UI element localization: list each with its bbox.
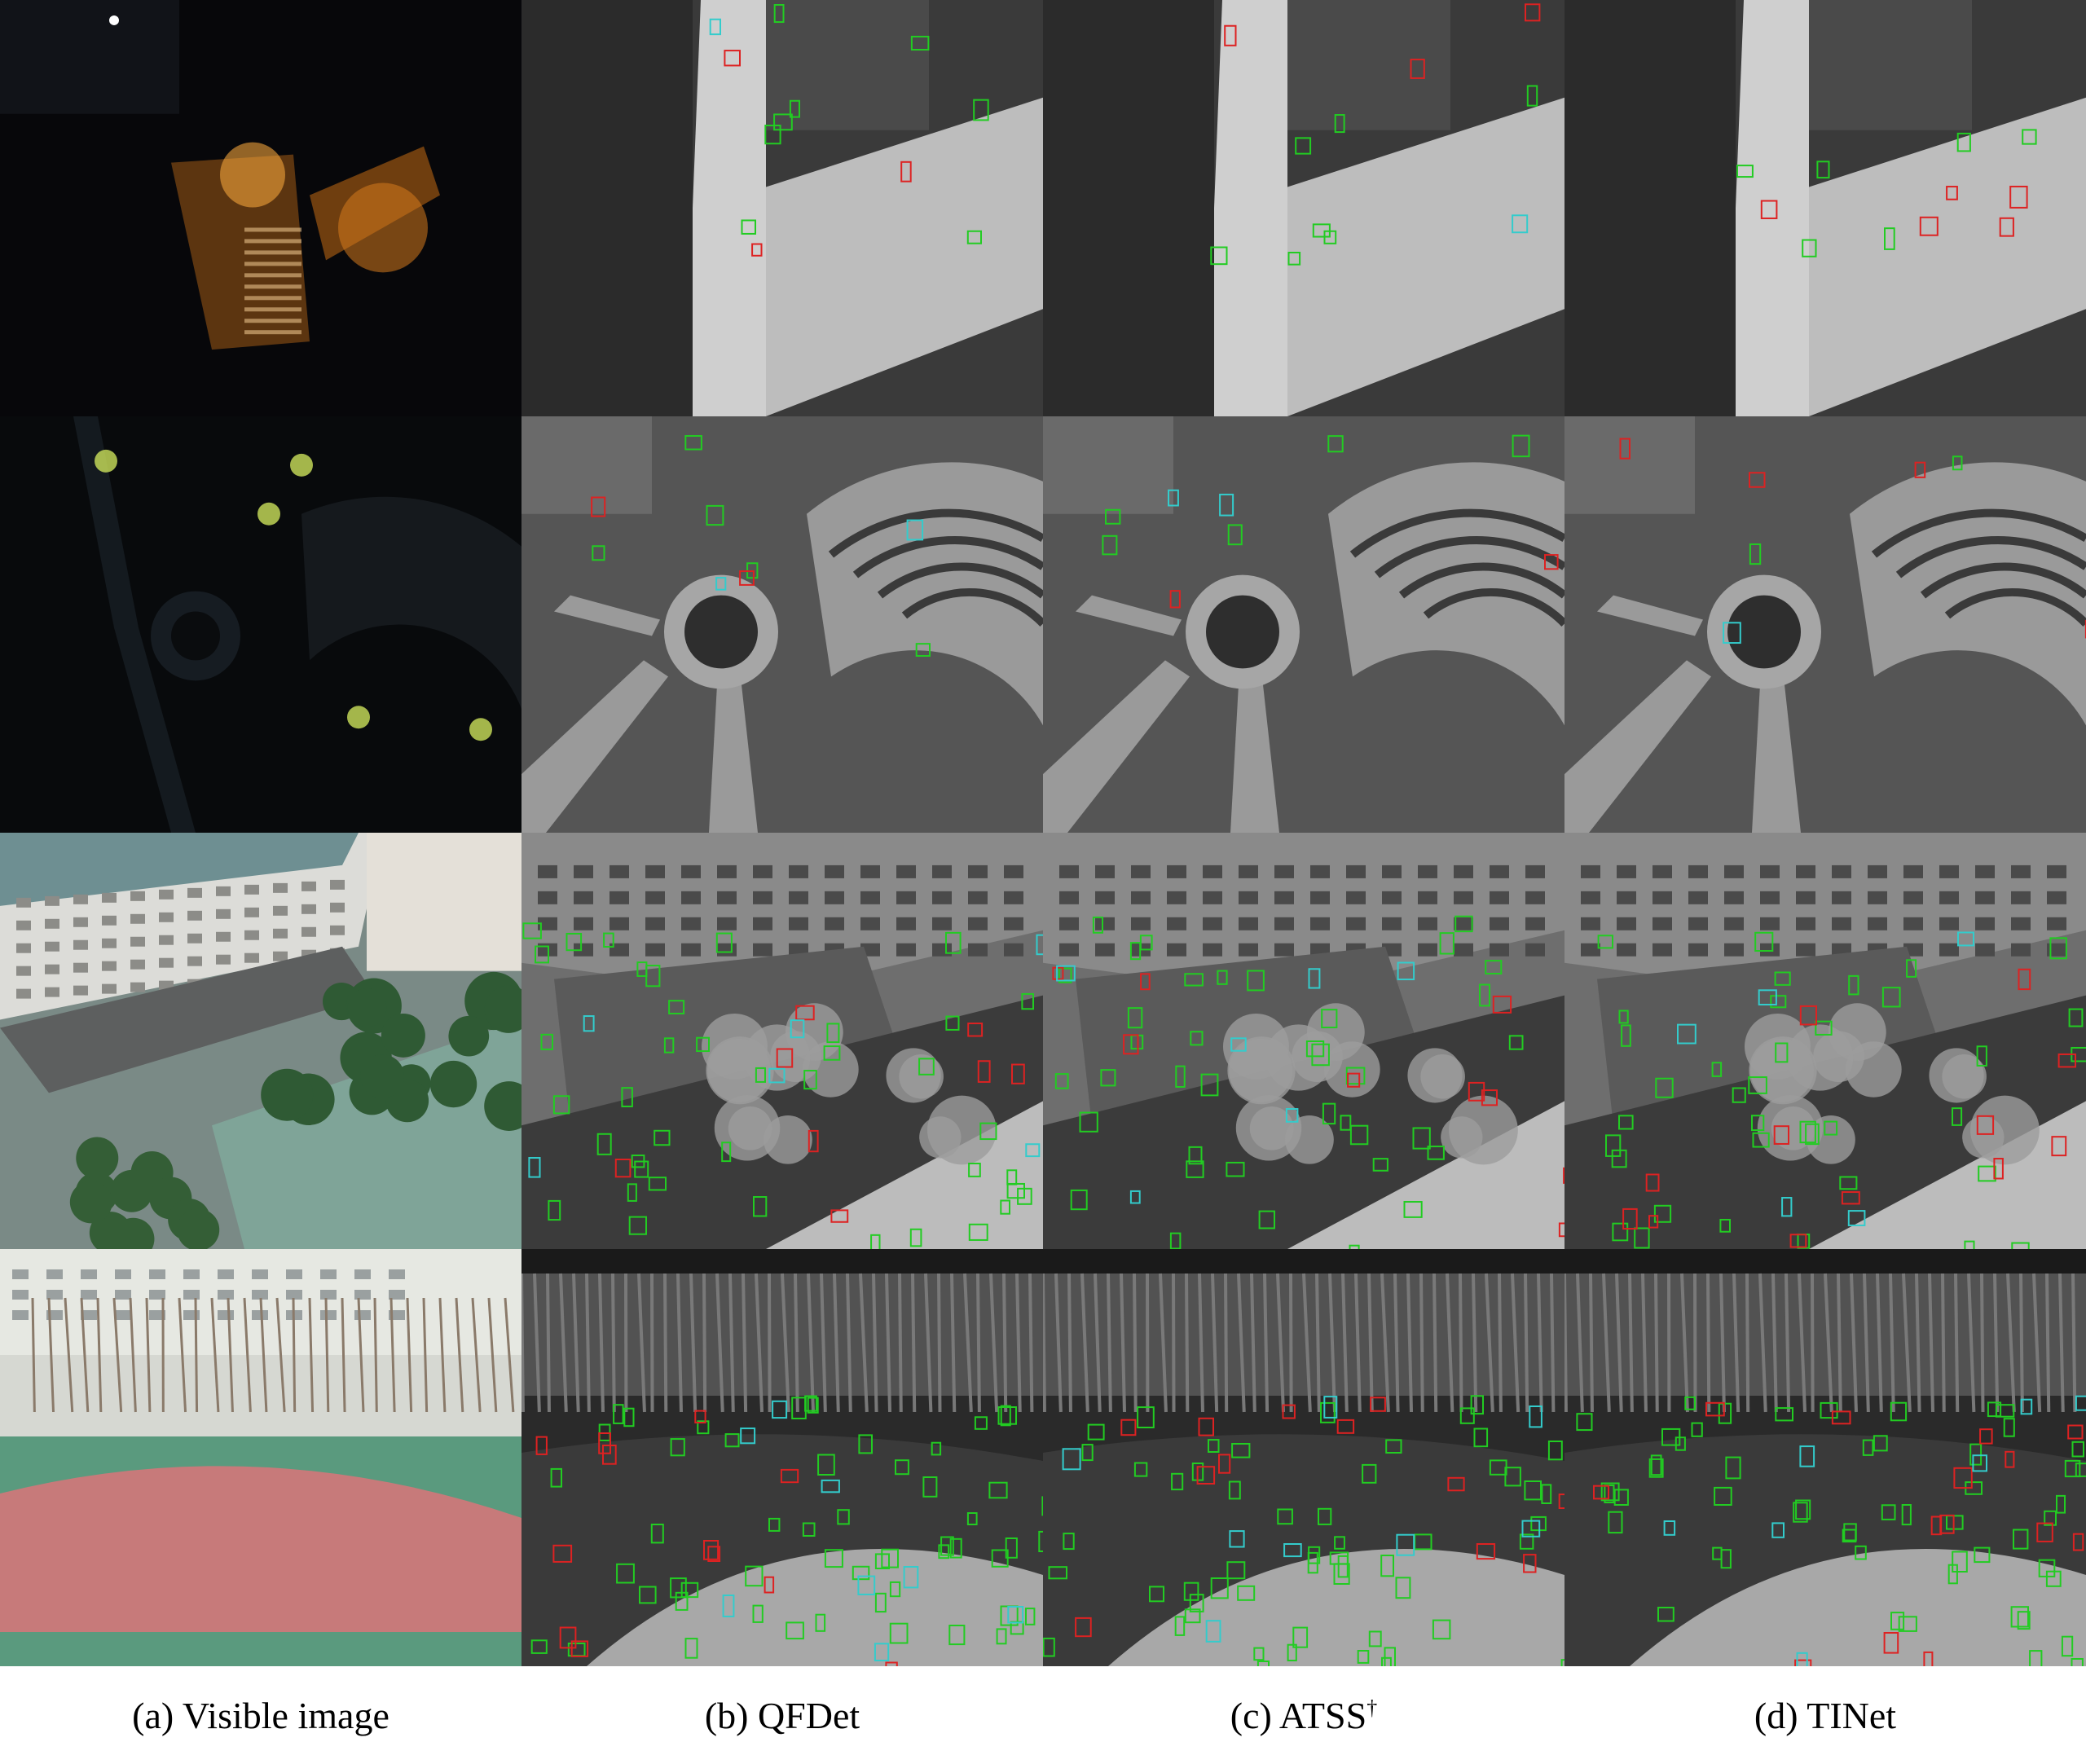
qfdet-image-row-2 — [522, 416, 1043, 833]
visible-image-row-1 — [0, 0, 522, 416]
tinet-image-row-3 — [1564, 833, 2086, 1249]
caption-row: (a) Visible image (b) QFDet (c) ATSS† (d… — [0, 1666, 2086, 1764]
scene-graphic — [0, 416, 522, 833]
scene-graphic — [1564, 0, 2086, 416]
scene-graphic — [522, 1249, 1043, 1666]
scene-graphic — [522, 416, 1043, 833]
scene-graphic — [0, 1249, 522, 1666]
tinet-image-row-4 — [1564, 1249, 2086, 1666]
figure-grid — [0, 0, 2086, 1666]
caption-visible-image: (a) Visible image — [132, 1695, 389, 1736]
tinet-image-row-2 — [1564, 416, 2086, 833]
visible-image-row-4 — [0, 1249, 522, 1666]
caption-tinet: (d) TINet — [1754, 1695, 1897, 1736]
scene-graphic — [522, 833, 1043, 1249]
tinet-image-row-1 — [1564, 0, 2086, 416]
scene-graphic — [1564, 1249, 2086, 1666]
scene-graphic — [1043, 416, 1564, 833]
visible-image-row-2 — [0, 416, 522, 833]
scene-graphic — [1043, 1249, 1564, 1666]
qfdet-image-row-4 — [522, 1249, 1043, 1666]
scene-graphic — [0, 833, 522, 1249]
scene-graphic — [1564, 416, 2086, 833]
scene-graphic — [1564, 833, 2086, 1249]
atss-image-row-2 — [1043, 416, 1564, 833]
atss-image-row-3 — [1043, 833, 1564, 1249]
qfdet-image-row-1 — [522, 0, 1043, 416]
caption-atss: (c) ATSS† — [1230, 1695, 1378, 1736]
scene-graphic — [1043, 0, 1564, 416]
scene-graphic — [0, 0, 522, 416]
atss-image-row-4 — [1043, 1249, 1564, 1666]
visible-image-row-3 — [0, 833, 522, 1249]
caption-qfdet: (b) QFDet — [704, 1695, 860, 1736]
qfdet-image-row-3 — [522, 833, 1043, 1249]
scene-graphic — [1043, 833, 1564, 1249]
atss-image-row-1 — [1043, 0, 1564, 416]
scene-graphic — [522, 0, 1043, 416]
